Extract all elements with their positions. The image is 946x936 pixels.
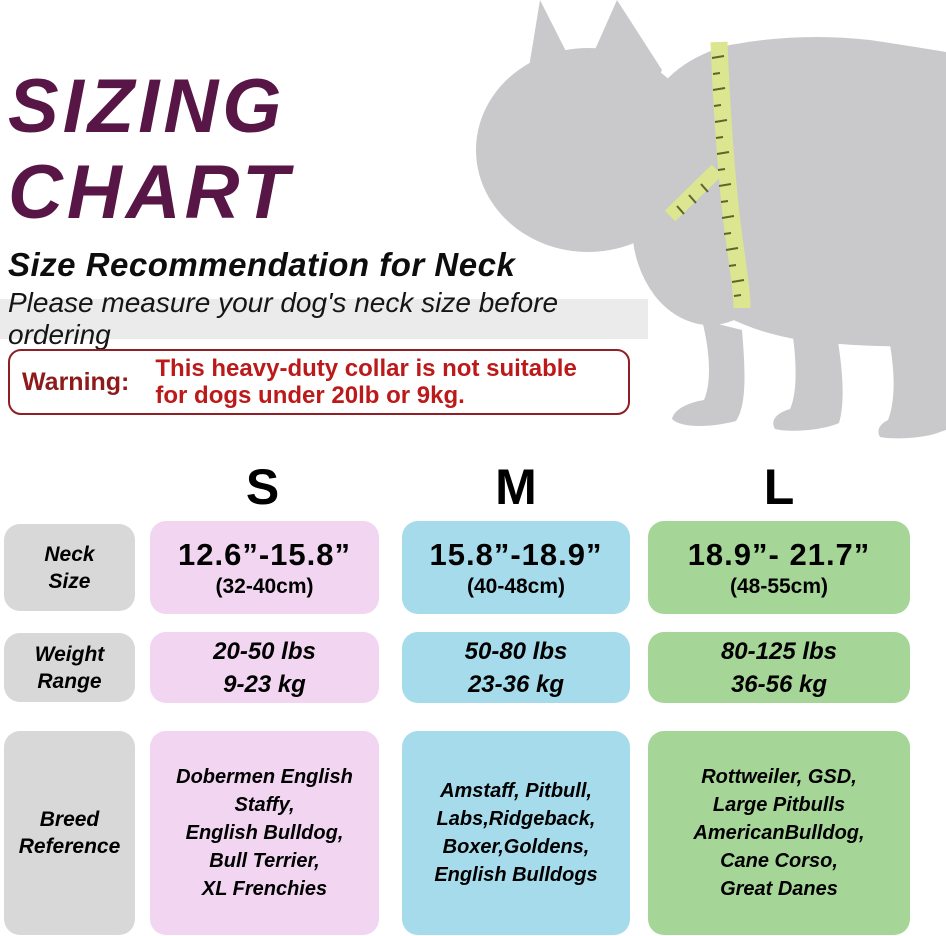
- measure-note-band: Please measure your dog's neck size befo…: [0, 287, 648, 350]
- neck-size-inches-l: 18.9”- 21.7”: [687, 536, 871, 572]
- breed-reference-cell-s: Dobermen English Staffy, English Bulldog…: [150, 731, 379, 935]
- breed-reference-cell-l: Rottweiler, GSD, Large Pitbulls American…: [648, 731, 910, 935]
- breed-list-m: Amstaff, Pitbull, Labs,Ridgeback, Boxer,…: [434, 780, 598, 886]
- column-header-l: L: [763, 459, 795, 515]
- neck-size-inches-m: 15.8”-18.9”: [429, 536, 603, 572]
- row-label-weight-range: Weight Range: [4, 633, 135, 702]
- weight-range-m: 50-80 lbs 23-36 kg: [464, 637, 568, 698]
- row-label-breed-reference: Breed Reference: [4, 731, 135, 935]
- weight-range-s: 20-50 lbs 9-23 kg: [213, 637, 316, 698]
- subtitle: Size Recommendation for Neck: [8, 246, 516, 283]
- neck-size-cell-l: 18.9”- 21.7” (48-55cm): [648, 521, 910, 614]
- breed-list-l: Rottweiler, GSD, Large Pitbulls American…: [693, 766, 865, 900]
- measuring-tape-icon: [664, 41, 751, 309]
- weight-range-cell-s: 20-50 lbs 9-23 kg: [150, 632, 379, 703]
- neck-size-cm-s: (32-40cm): [215, 574, 314, 598]
- neck-size-cm-m: (40-48cm): [466, 574, 566, 598]
- neck-size-cell-m: 15.8”-18.9” (40-48cm): [402, 521, 630, 614]
- weight-range-cell-l: 80-125 lbs 36-56 kg: [648, 632, 910, 703]
- neck-size-cm-l: (48-55cm): [729, 574, 829, 598]
- measure-note-text: Please measure your dog's neck size befo…: [8, 287, 559, 350]
- title-line-2: CHART: [8, 150, 293, 235]
- weight-range-l: 80-125 lbs 36-56 kg: [720, 637, 838, 698]
- neck-size-inches-s: 12.6”-15.8”: [178, 536, 351, 572]
- row-label-neck-size: Neck Size: [4, 524, 135, 611]
- breed-list-s: Dobermen English Staffy, English Bulldog…: [176, 766, 353, 900]
- column-header-m: M: [495, 459, 537, 515]
- warning-label: Warning:: [22, 367, 130, 396]
- breed-reference-cell-m: Amstaff, Pitbull, Labs,Ridgeback, Boxer,…: [402, 731, 630, 935]
- warning-text: This heavy-duty collar is not suitable f…: [155, 355, 577, 409]
- column-header-s: S: [245, 459, 280, 515]
- title-line-1: SIZING: [8, 64, 286, 149]
- page-title: SIZING CHART: [8, 64, 293, 236]
- neck-size-cell-s: 12.6”-15.8” (32-40cm): [150, 521, 379, 614]
- warning-box: Warning: This heavy-duty collar is not s…: [8, 349, 630, 415]
- weight-range-cell-m: 50-80 lbs 23-36 kg: [402, 632, 630, 703]
- dog-silhouette-image: [476, 0, 946, 439]
